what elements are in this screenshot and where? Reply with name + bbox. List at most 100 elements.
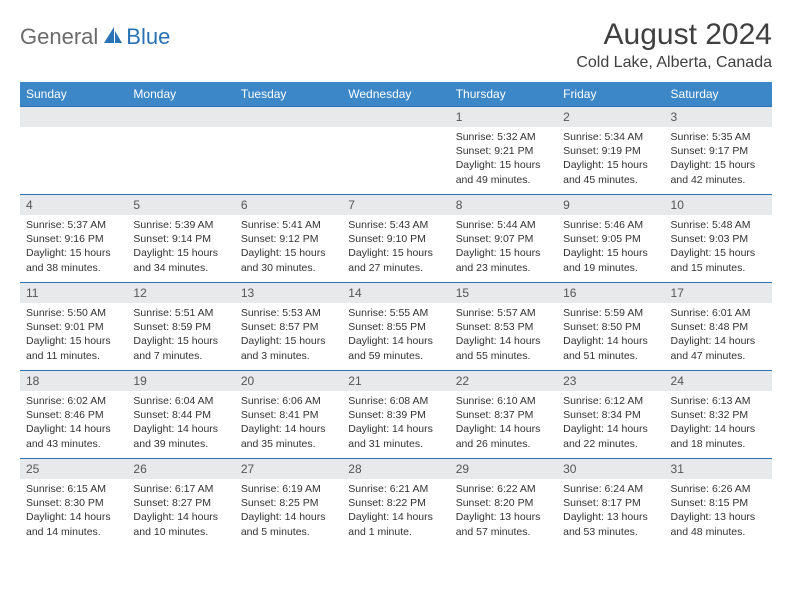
- sunrise-text: Sunrise: 5:37 AM: [26, 218, 121, 232]
- sunrise-text: Sunrise: 6:04 AM: [133, 394, 228, 408]
- day-info: Sunrise: 5:37 AMSunset: 9:16 PMDaylight:…: [20, 215, 127, 278]
- day-info: Sunrise: 5:32 AMSunset: 9:21 PMDaylight:…: [450, 127, 557, 190]
- calendar-body: 1Sunrise: 5:32 AMSunset: 9:21 PMDaylight…: [20, 107, 772, 547]
- calendar-cell: 14 Sunrise: 5:55 AMSunset: 8:55 PMDayligh…: [342, 283, 449, 371]
- sunset-text: Sunset: 9:14 PM: [133, 232, 228, 246]
- daylight-text: Daylight: 15 hours and 3 minutes.: [241, 334, 336, 362]
- sunrise-text: Sunrise: 5:55 AM: [348, 306, 443, 320]
- calendar-cell: 30Sunrise: 6:24 AMSunset: 8:17 PMDayligh…: [557, 459, 664, 547]
- day-number: 10: [665, 195, 772, 215]
- calendar-week: 1Sunrise: 5:32 AMSunset: 9:21 PMDaylight…: [20, 107, 772, 195]
- sunrise-text: Sunrise: 5:46 AM: [563, 218, 658, 232]
- sunrise-text: Sunrise: 5:43 AM: [348, 218, 443, 232]
- sunrise-text: Sunrise: 6:21 AM: [348, 482, 443, 496]
- calendar-cell: 6Sunrise: 5:41 AMSunset: 9:12 PMDaylight…: [235, 195, 342, 283]
- sail-icon: [102, 25, 124, 50]
- sunset-text: Sunset: 8:44 PM: [133, 408, 228, 422]
- day-info: Sunrise: 5:44 AMSunset: 9:07 PMDaylight:…: [450, 215, 557, 278]
- daylight-text: Daylight: 14 hours and 26 minutes.: [456, 422, 551, 450]
- day-number: 26: [127, 459, 234, 479]
- daylight-text: Daylight: 14 hours and 55 minutes.: [456, 334, 551, 362]
- daylight-text: Daylight: 14 hours and 47 minutes.: [671, 334, 766, 362]
- daylight-text: Daylight: 14 hours and 18 minutes.: [671, 422, 766, 450]
- daylight-text: Daylight: 14 hours and 31 minutes.: [348, 422, 443, 450]
- calendar-cell: 10Sunrise: 5:48 AMSunset: 9:03 PMDayligh…: [665, 195, 772, 283]
- sunrise-text: Sunrise: 6:06 AM: [241, 394, 336, 408]
- sunrise-text: Sunrise: 6:10 AM: [456, 394, 551, 408]
- calendar-cell: 3Sunrise: 5:35 AMSunset: 9:17 PMDaylight…: [665, 107, 772, 195]
- empty-day: [342, 107, 449, 127]
- calendar-cell: 8Sunrise: 5:44 AMSunset: 9:07 PMDaylight…: [450, 195, 557, 283]
- day-info: Sunrise: 6:15 AMSunset: 8:30 PMDaylight:…: [20, 479, 127, 542]
- daylight-text: Daylight: 14 hours and 14 minutes.: [26, 510, 121, 538]
- weekday-header: Friday: [557, 82, 664, 107]
- sunrise-text: Sunrise: 6:19 AM: [241, 482, 336, 496]
- day-number: 12: [127, 283, 234, 303]
- calendar-cell: 27Sunrise: 6:19 AMSunset: 8:25 PMDayligh…: [235, 459, 342, 547]
- calendar-cell: [20, 107, 127, 195]
- daylight-text: Daylight: 15 hours and 38 minutes.: [26, 246, 121, 274]
- daylight-text: Daylight: 13 hours and 48 minutes.: [671, 510, 766, 538]
- calendar-cell: 23Sunrise: 6:12 AMSunset: 8:34 PMDayligh…: [557, 371, 664, 459]
- empty-day: [20, 107, 127, 127]
- location-label: Cold Lake, Alberta, Canada: [576, 54, 772, 72]
- sunrise-text: Sunrise: 6:02 AM: [26, 394, 121, 408]
- empty-day: [235, 107, 342, 127]
- sunset-text: Sunset: 8:57 PM: [241, 320, 336, 334]
- daylight-text: Daylight: 15 hours and 49 minutes.: [456, 158, 551, 186]
- day-number: 9: [557, 195, 664, 215]
- day-info: Sunrise: 5:57 AMSunset: 8:53 PMDaylight:…: [450, 303, 557, 366]
- sunset-text: Sunset: 9:17 PM: [671, 144, 766, 158]
- sunrise-text: Sunrise: 6:08 AM: [348, 394, 443, 408]
- calendar-cell: 16Sunrise: 5:59 AMSunset: 8:50 PMDayligh…: [557, 283, 664, 371]
- brand-logo: General Blue: [20, 24, 170, 50]
- calendar-cell: 20Sunrise: 6:06 AMSunset: 8:41 PMDayligh…: [235, 371, 342, 459]
- daylight-text: Daylight: 15 hours and 45 minutes.: [563, 158, 658, 186]
- sunrise-text: Sunrise: 5:34 AM: [563, 130, 658, 144]
- daylight-text: Daylight: 14 hours and 59 minutes.: [348, 334, 443, 362]
- sunset-text: Sunset: 8:55 PM: [348, 320, 443, 334]
- sunset-text: Sunset: 9:12 PM: [241, 232, 336, 246]
- calendar-cell: 28Sunrise: 6:21 AMSunset: 8:22 PMDayligh…: [342, 459, 449, 547]
- sunset-text: Sunset: 9:03 PM: [671, 232, 766, 246]
- calendar-week: 18Sunrise: 6:02 AMSunset: 8:46 PMDayligh…: [20, 371, 772, 459]
- sunrise-text: Sunrise: 5:53 AM: [241, 306, 336, 320]
- sunset-text: Sunset: 9:07 PM: [456, 232, 551, 246]
- weekday-header: Tuesday: [235, 82, 342, 107]
- day-number: 30: [557, 459, 664, 479]
- daylight-text: Daylight: 15 hours and 11 minutes.: [26, 334, 121, 362]
- sunset-text: Sunset: 8:17 PM: [563, 496, 658, 510]
- sunset-text: Sunset: 8:20 PM: [456, 496, 551, 510]
- day-number: 6: [235, 195, 342, 215]
- day-number: 14: [342, 283, 449, 303]
- day-number: 16: [557, 283, 664, 303]
- sunset-text: Sunset: 8:39 PM: [348, 408, 443, 422]
- day-info: Sunrise: 5:43 AMSunset: 9:10 PMDaylight:…: [342, 215, 449, 278]
- calendar-cell: [127, 107, 234, 195]
- calendar-cell: 31Sunrise: 6:26 AMSunset: 8:15 PMDayligh…: [665, 459, 772, 547]
- day-number: 23: [557, 371, 664, 391]
- sunrise-text: Sunrise: 6:26 AM: [671, 482, 766, 496]
- sunset-text: Sunset: 8:41 PM: [241, 408, 336, 422]
- calendar-cell: [235, 107, 342, 195]
- empty-day: [127, 107, 234, 127]
- day-number: 7: [342, 195, 449, 215]
- day-number: 22: [450, 371, 557, 391]
- day-info: Sunrise: 6:10 AMSunset: 8:37 PMDaylight:…: [450, 391, 557, 454]
- calendar-cell: 9Sunrise: 5:46 AMSunset: 9:05 PMDaylight…: [557, 195, 664, 283]
- weekday-header: Monday: [127, 82, 234, 107]
- calendar-cell: 12Sunrise: 5:51 AMSunset: 8:59 PMDayligh…: [127, 283, 234, 371]
- daylight-text: Daylight: 14 hours and 35 minutes.: [241, 422, 336, 450]
- day-number: 21: [342, 371, 449, 391]
- calendar-cell: 15Sunrise: 5:57 AMSunset: 8:53 PMDayligh…: [450, 283, 557, 371]
- daylight-text: Daylight: 15 hours and 19 minutes.: [563, 246, 658, 274]
- day-info: Sunrise: 5:46 AMSunset: 9:05 PMDaylight:…: [557, 215, 664, 278]
- day-info: Sunrise: 6:06 AMSunset: 8:41 PMDaylight:…: [235, 391, 342, 454]
- day-number: 15: [450, 283, 557, 303]
- daylight-text: Daylight: 15 hours and 34 minutes.: [133, 246, 228, 274]
- calendar-cell: [342, 107, 449, 195]
- calendar-cell: 18Sunrise: 6:02 AMSunset: 8:46 PMDayligh…: [20, 371, 127, 459]
- sunset-text: Sunset: 8:27 PM: [133, 496, 228, 510]
- day-info: Sunrise: 6:21 AMSunset: 8:22 PMDaylight:…: [342, 479, 449, 542]
- daylight-text: Daylight: 14 hours and 5 minutes.: [241, 510, 336, 538]
